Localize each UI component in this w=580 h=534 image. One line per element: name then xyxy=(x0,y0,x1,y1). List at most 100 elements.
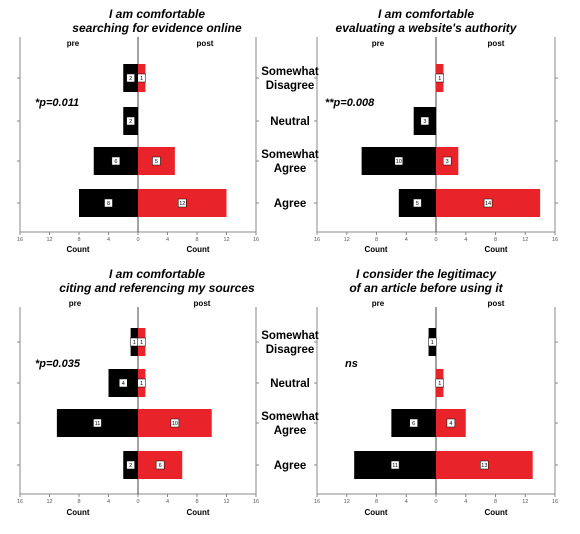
x-tick-label: 0 xyxy=(136,499,139,505)
post-value-box xyxy=(170,418,180,428)
pre-value-label: 3 xyxy=(423,119,426,125)
x-axis-label-right: Count xyxy=(484,245,507,254)
post-value-box xyxy=(178,198,187,208)
post-value-label: 10 xyxy=(172,421,178,427)
x-tick-label: 16 xyxy=(314,499,320,505)
post-value-box xyxy=(137,378,146,388)
category-label: Neutral xyxy=(270,116,310,128)
x-tick-label: 16 xyxy=(17,237,23,243)
pre-value-label: 2 xyxy=(129,463,132,469)
post-value-label: 6 xyxy=(159,463,162,469)
pre-value-label: 5 xyxy=(416,201,419,207)
x-tick-label: 8 xyxy=(375,237,378,243)
category-label: Agree xyxy=(274,425,307,437)
chart-title-line: I am comfortable xyxy=(109,267,205,281)
x-tick-label: 4 xyxy=(405,499,408,505)
pre-value-box xyxy=(93,418,102,428)
category-label: Agree xyxy=(274,163,307,175)
x-axis-label-right: Count xyxy=(186,245,209,254)
x-tick-label: 4 xyxy=(405,237,408,243)
pre-label: pre xyxy=(372,299,385,308)
post-value-label: 4 xyxy=(449,421,452,427)
category-label: Somewhat xyxy=(261,66,319,78)
chart-title-line: I consider the legitimacy xyxy=(356,267,497,281)
pre-label: pre xyxy=(67,39,80,48)
category-label: Agree xyxy=(274,460,307,472)
category-label: Disagree xyxy=(266,80,315,92)
post-label: post xyxy=(194,299,211,308)
x-tick-label: 8 xyxy=(195,237,198,243)
category-label-column: Somewhat Disagree Neutral Somewhat Agree Agre… xyxy=(261,66,319,210)
pre-value-label: 11 xyxy=(392,463,398,469)
pre-value-label: 2 xyxy=(129,76,132,82)
post-value-box xyxy=(137,337,146,347)
post-value-label: 14 xyxy=(485,201,491,207)
significance-annotation: ns xyxy=(345,358,358,370)
chart-title-line: I am comfortable xyxy=(109,7,205,21)
pre-value-label: 1 xyxy=(133,340,136,346)
post-value-box xyxy=(435,378,444,388)
x-tick-label: 16 xyxy=(253,499,259,505)
pre-value-label: 6 xyxy=(412,421,415,427)
x-axis-label-left: Count xyxy=(364,508,387,517)
category-label-column: Somewhat Disagree Neutral Somewhat Agree Agre… xyxy=(261,330,319,472)
pre-label: pre xyxy=(69,299,82,308)
x-tick-label: 8 xyxy=(77,499,80,505)
significance-annotation: *p=0.011 xyxy=(35,97,79,109)
x-tick-label: 4 xyxy=(107,237,110,243)
post-value-label: 3 xyxy=(446,159,449,165)
pre-value-label: 6 xyxy=(114,159,117,165)
x-tick-label: 4 xyxy=(464,499,467,505)
pre-value-box xyxy=(394,156,404,166)
post-value-box xyxy=(446,418,456,428)
post-value-box xyxy=(435,73,444,83)
x-tick-label: 0 xyxy=(434,499,437,505)
post-value-label: 1 xyxy=(140,340,143,346)
post-value-box xyxy=(137,73,146,83)
significance-annotation: *p=0.035 xyxy=(35,358,81,370)
x-tick-label: 4 xyxy=(166,237,169,243)
post-label: post xyxy=(488,39,505,48)
post-value-label: 1 xyxy=(438,76,441,82)
x-tick-label: 16 xyxy=(314,237,320,243)
x-tick-label: 12 xyxy=(223,499,229,505)
x-tick-label: 12 xyxy=(223,237,229,243)
pre-value-label: 10 xyxy=(396,159,402,165)
pre-value-box xyxy=(428,337,437,347)
post-value-label: 1 xyxy=(140,381,143,387)
pre-value-box xyxy=(390,460,400,470)
post-value-label: 5 xyxy=(155,159,158,165)
pre-value-box xyxy=(413,198,422,208)
pre-value-label: 2 xyxy=(129,119,132,125)
pre-value-box xyxy=(409,418,418,428)
pre-value-box xyxy=(126,116,135,126)
category-label: Somewhat xyxy=(261,149,319,161)
post-value-box xyxy=(442,156,452,166)
x-tick-label: 8 xyxy=(494,237,497,243)
chart-title-line: citing and referencing my sources xyxy=(59,281,255,295)
x-tick-label: 4 xyxy=(166,499,169,505)
category-label: Agree xyxy=(274,198,307,210)
post-value-label: 1 xyxy=(438,381,441,387)
x-tick-label: 8 xyxy=(375,499,378,505)
x-tick-label: 16 xyxy=(552,499,558,505)
x-axis-label-left: Count xyxy=(364,245,387,254)
pre-value-box xyxy=(420,116,430,126)
post-value-label: 13 xyxy=(481,463,487,469)
post-value-box xyxy=(480,460,489,470)
x-tick-label: 4 xyxy=(107,499,110,505)
chart-title-line: evaluating a website's authority xyxy=(336,21,518,35)
category-label: Somewhat xyxy=(261,330,319,342)
chart-title-line: searching for evidence online xyxy=(72,21,242,35)
x-tick-label: 0 xyxy=(136,237,139,243)
category-label: Disagree xyxy=(266,344,315,356)
pre-value-label: 11 xyxy=(95,421,101,427)
x-tick-label: 16 xyxy=(17,499,23,505)
pre-label: pre xyxy=(372,39,385,48)
post-value-box xyxy=(483,198,493,208)
pre-value-box xyxy=(126,73,135,83)
